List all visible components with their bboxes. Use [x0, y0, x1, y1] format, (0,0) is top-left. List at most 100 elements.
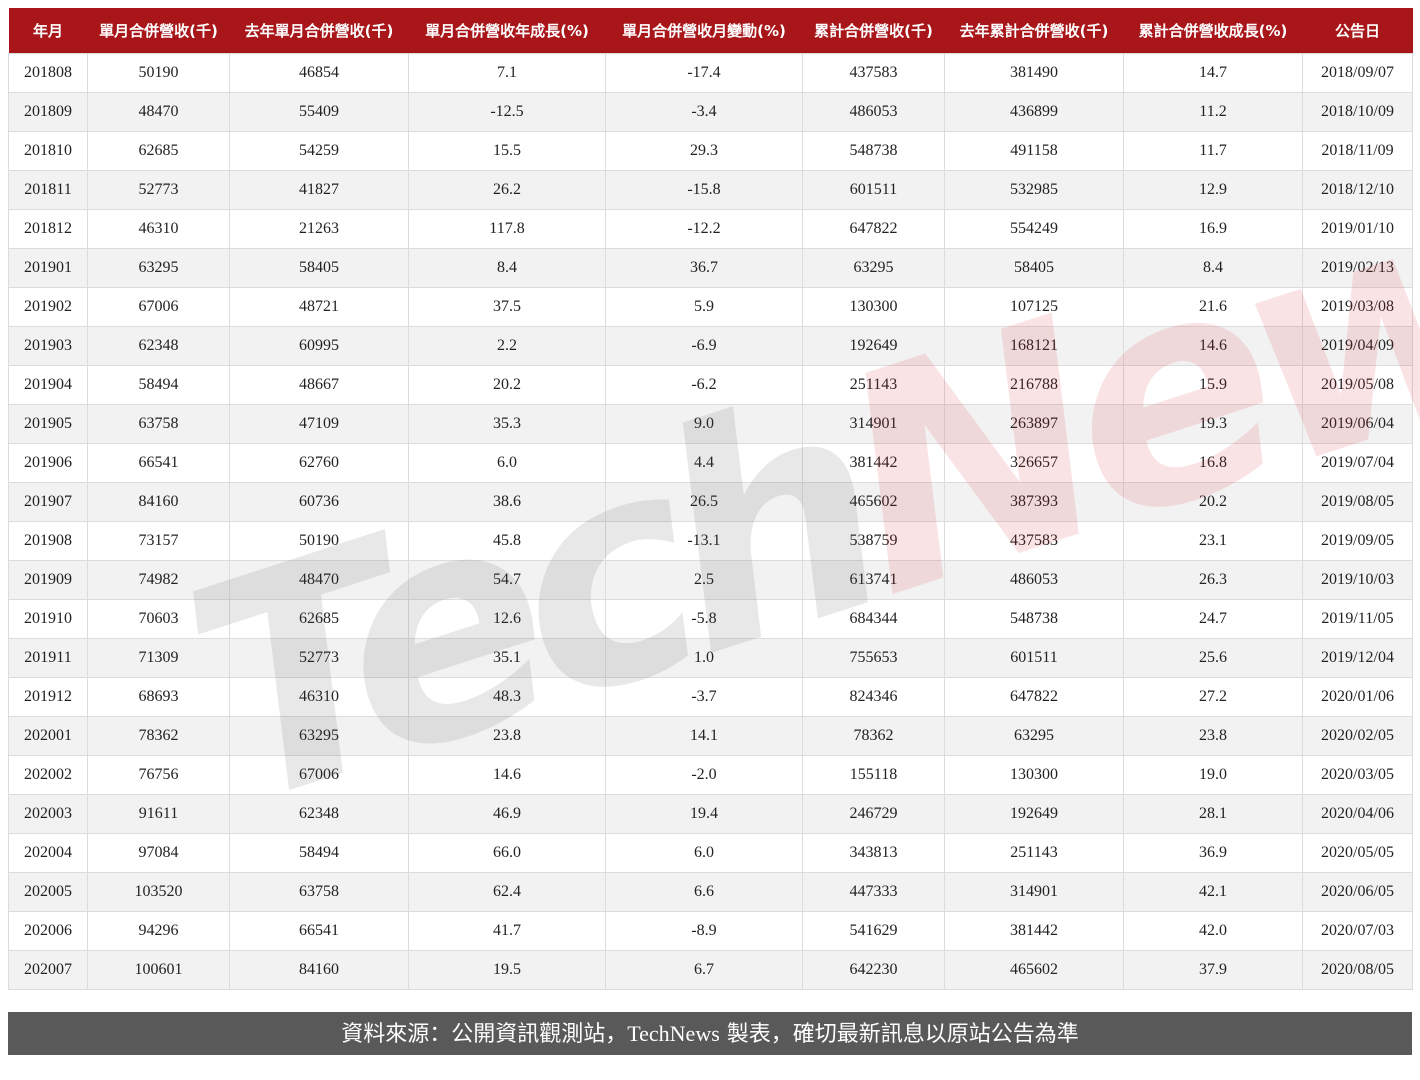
table-cell: 38.6: [408, 482, 606, 522]
table-cell: 436899: [944, 92, 1124, 132]
table-cell: 486053: [944, 560, 1124, 600]
table-cell: 23.8: [408, 716, 606, 756]
table-row: 201908 73157 50190 45.8 -13.1 538759 437583 23.…: [8, 521, 1413, 561]
table-cell: 63295: [229, 716, 409, 756]
table-cell: 48470: [87, 92, 230, 132]
table-cell: 486053: [802, 92, 945, 132]
table-cell: 538759: [802, 521, 945, 561]
table-row: 202001 78362 63295 23.8 14.1 78362 63295 23.8 20…: [8, 716, 1413, 756]
table-cell: 12.9: [1123, 170, 1303, 210]
column-header: 年月: [8, 8, 88, 54]
table-cell: 42.1: [1123, 872, 1303, 912]
table-cell: 50190: [87, 53, 230, 93]
column-header: 累計合併營收(千): [802, 8, 945, 54]
table-row: 201909 74982 48470 54.7 2.5 613741 486053 26.3 2…: [8, 560, 1413, 600]
table-cell: 107125: [944, 287, 1124, 327]
table-cell: 35.3: [408, 404, 606, 444]
table-cell: 548738: [802, 131, 945, 171]
table-cell: 47109: [229, 404, 409, 444]
table-cell: 50190: [229, 521, 409, 561]
table-cell: 19.5: [408, 950, 606, 990]
table-row: 201904 58494 48667 20.2 -6.2 251143 216788 15.9…: [8, 365, 1413, 405]
table-cell: 2019/04/09: [1302, 326, 1413, 366]
table-cell: 78362: [802, 716, 945, 756]
table-cell: 130300: [802, 287, 945, 327]
table-cell: 84160: [87, 482, 230, 522]
footer-brand: TechNews: [627, 1021, 720, 1046]
table-row: 201808 50190 46854 7.1 -17.4 437583 381490 14.7…: [8, 53, 1413, 93]
table-cell: 100601: [87, 950, 230, 990]
table-cell: 26.5: [605, 482, 803, 522]
table-cell: 251143: [802, 365, 945, 405]
table-cell: 60995: [229, 326, 409, 366]
table-cell: 2020/07/03: [1302, 911, 1413, 951]
table-cell: 647822: [802, 209, 945, 249]
table-cell: 201902: [8, 287, 88, 327]
table-cell: 192649: [944, 794, 1124, 834]
table-cell: 2020/08/05: [1302, 950, 1413, 990]
table-row: 202005 103520 63758 62.4 6.6 447333 314901 42.1…: [8, 872, 1413, 912]
table-row: 201912 68693 46310 48.3 -3.7 824346 647822 27.2…: [8, 677, 1413, 717]
table-cell: 192649: [802, 326, 945, 366]
table-cell: 2019/09/05: [1302, 521, 1413, 561]
table-cell: 2019/08/05: [1302, 482, 1413, 522]
table-cell: 381490: [944, 53, 1124, 93]
table-cell: 314901: [802, 404, 945, 444]
table-row: 201810 62685 54259 15.5 29.3 548738 491158 11.7…: [8, 131, 1413, 171]
table-cell: 2019/06/04: [1302, 404, 1413, 444]
table-cell: 4.4: [605, 443, 803, 483]
table-cell: 63758: [229, 872, 409, 912]
table-cell: -12.5: [408, 92, 606, 132]
table-cell: 37.9: [1123, 950, 1303, 990]
table-cell: 23.8: [1123, 716, 1303, 756]
table-cell: -17.4: [605, 53, 803, 93]
table-cell: 67006: [87, 287, 230, 327]
table-cell: 46.9: [408, 794, 606, 834]
table-cell: 201912: [8, 677, 88, 717]
table-cell: 8.4: [1123, 248, 1303, 288]
table-cell: 2018/09/07: [1302, 53, 1413, 93]
table-cell: 62760: [229, 443, 409, 483]
table-cell: 201808: [8, 53, 88, 93]
table-cell: 684344: [802, 599, 945, 639]
table-cell: 62348: [229, 794, 409, 834]
table-cell: 246729: [802, 794, 945, 834]
table-cell: 548738: [944, 599, 1124, 639]
table-cell: 58494: [87, 365, 230, 405]
table-row: 201907 84160 60736 38.6 26.5 465602 387393 20.2…: [8, 482, 1413, 522]
table-cell: 437583: [802, 53, 945, 93]
table-cell: 52773: [87, 170, 230, 210]
table-cell: 532985: [944, 170, 1124, 210]
table-cell: 8.4: [408, 248, 606, 288]
table-cell: 6.7: [605, 950, 803, 990]
table-cell: 202004: [8, 833, 88, 873]
table-cell: 201904: [8, 365, 88, 405]
table-cell: 2.2: [408, 326, 606, 366]
table-cell: 15.9: [1123, 365, 1303, 405]
table-cell: 2020/04/06: [1302, 794, 1413, 834]
table-cell: 28.1: [1123, 794, 1303, 834]
table-row: 201812 46310 21263 117.8 -12.2 647822 554249 16…: [8, 209, 1413, 249]
table-cell: 202003: [8, 794, 88, 834]
table-row: 202003 91611 62348 46.9 19.4 246729 192649 28.1…: [8, 794, 1413, 834]
table-cell: 20.2: [408, 365, 606, 405]
table-cell: 7.1: [408, 53, 606, 93]
table-cell: 202006: [8, 911, 88, 951]
table-cell: 2019/11/05: [1302, 599, 1413, 639]
table-cell: 66541: [87, 443, 230, 483]
table-cell: 1.0: [605, 638, 803, 678]
table-cell: 387393: [944, 482, 1124, 522]
table-cell: 2019/02/13: [1302, 248, 1413, 288]
table-cell: 5.9: [605, 287, 803, 327]
table-cell: 465602: [944, 950, 1124, 990]
table-cell: 642230: [802, 950, 945, 990]
table-cell: 601511: [802, 170, 945, 210]
table-cell: 48.3: [408, 677, 606, 717]
table-cell: 62348: [87, 326, 230, 366]
table-cell: 48667: [229, 365, 409, 405]
table-cell: 824346: [802, 677, 945, 717]
table-row: 202004 97084 58494 66.0 6.0 343813 251143 36.9 2…: [8, 833, 1413, 873]
table-cell: 58494: [229, 833, 409, 873]
table-cell: 63758: [87, 404, 230, 444]
table-cell: 541629: [802, 911, 945, 951]
